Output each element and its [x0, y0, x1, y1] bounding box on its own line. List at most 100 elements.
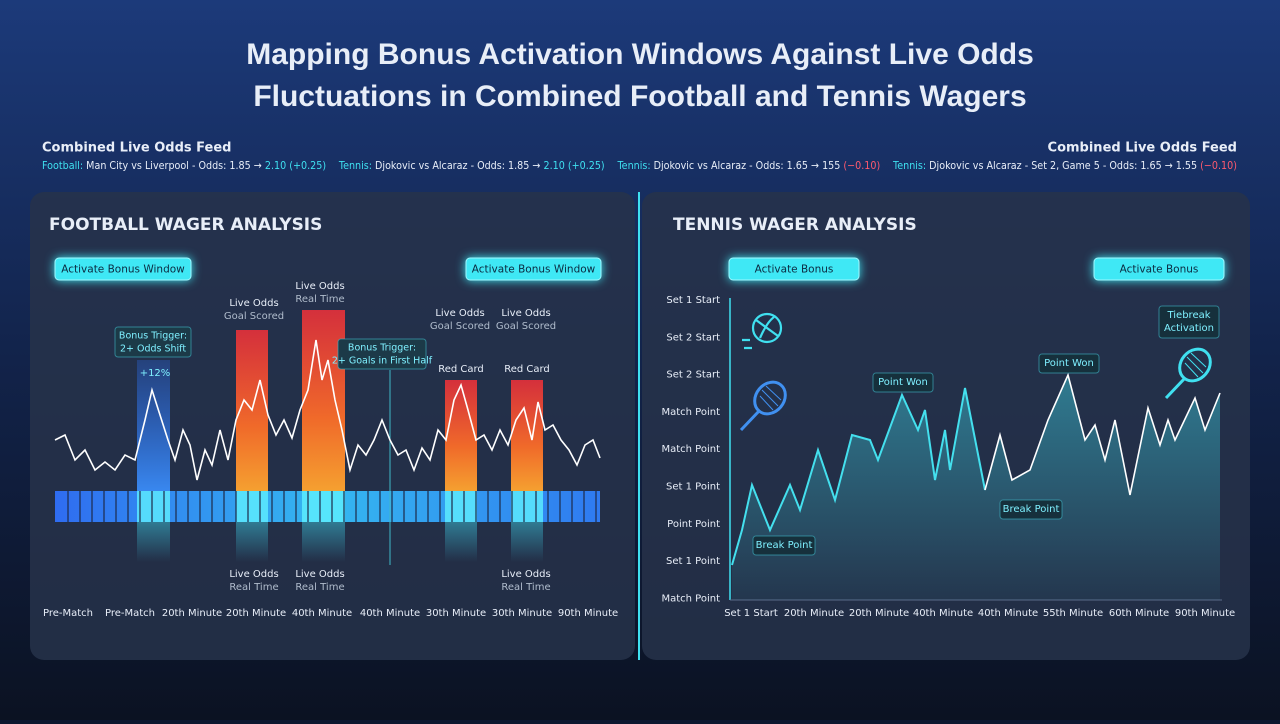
bonus-button-label: Activate Bonus	[1120, 264, 1199, 276]
y-label: Set 2 Start	[666, 332, 720, 343]
y-label: Set 1 Start	[666, 295, 720, 306]
y-label: Match Point	[661, 593, 720, 604]
annotation: Live Odds	[229, 298, 278, 309]
annotation: Red Card	[504, 364, 550, 375]
ticker-text: Djokovic vs Alcaraz - Set 2, Game 5 - Od…	[926, 160, 1200, 172]
annotation: Point Won	[878, 377, 928, 388]
ticker-sport: Tennis:	[892, 160, 926, 172]
panel-title: TENNIS WAGER ANALYSIS	[673, 215, 917, 235]
bonus-button[interactable]	[465, 257, 602, 281]
x-label: 40th Minute	[913, 608, 973, 619]
annotation: 2+ Odds Shift	[120, 344, 186, 355]
band-highlights	[137, 491, 543, 522]
tennis-line	[984, 372, 1221, 496]
bonus-button-label: Activate Bonus	[755, 264, 834, 276]
annotation: Red Card	[438, 364, 484, 375]
x-label: 60th Minute	[1109, 608, 1169, 619]
panel-title: FOOTBALL WAGER ANALYSIS	[49, 215, 322, 235]
annotation: Tiebreak	[1166, 310, 1210, 321]
annotation: Bonus Trigger:	[119, 331, 187, 342]
event-column	[445, 380, 477, 491]
bonus-column	[137, 360, 170, 491]
annotation-box	[752, 535, 816, 556]
ticker-change: 2.10 (+0.25)	[543, 160, 604, 172]
event-column	[511, 380, 543, 491]
ticker-text: Djokovic vs Alcaraz - Odds: 1.65 → 155	[651, 160, 844, 172]
tennis-ball-icon	[742, 312, 783, 350]
annotation-box	[114, 326, 192, 358]
event-column	[302, 310, 345, 491]
ticker-sport: Tennis:	[617, 160, 651, 172]
annotation: 2+ Goals in First Half	[332, 356, 433, 367]
annotation: Break Point	[756, 540, 813, 551]
x-label: 30th Minute	[426, 608, 486, 619]
tennis-line	[731, 387, 986, 566]
annotation: Real Time	[501, 582, 550, 593]
odds-ticker: Football: Man City vs Liverpool - Odds: …	[42, 160, 1237, 172]
ticker-sport: Football:	[42, 160, 83, 172]
racket-icon	[739, 380, 787, 432]
feed-heading: Combined Live Odds Feed	[1048, 141, 1237, 156]
y-label: Set 2 Start	[666, 370, 720, 381]
x-label: 40th Minute	[292, 608, 352, 619]
y-label: Set 1 Point	[666, 556, 720, 567]
annotation: Bonus Trigger:	[348, 343, 416, 354]
annotation-box	[999, 499, 1063, 520]
x-label: 20th Minute	[849, 608, 909, 619]
annotation-box	[1038, 353, 1100, 374]
annotation: Live Odds	[501, 569, 550, 580]
x-label: Pre-Match	[105, 608, 155, 619]
ticker-change: (−0.10)	[843, 160, 880, 172]
bonus-button-label: Activate Bonus Window	[61, 264, 185, 276]
y-label: Set 1 Point	[666, 482, 720, 493]
page-title: Fluctuations in Combined Football and Te…	[253, 80, 1026, 113]
annotation: Live Odds	[501, 308, 550, 319]
annotation: Activation	[1164, 323, 1214, 334]
x-label: 55th Minute	[1043, 608, 1103, 619]
tennis-area	[732, 375, 1220, 600]
bonus-button[interactable]	[1093, 257, 1225, 281]
page-title: Mapping Bonus Activation Windows Against…	[246, 38, 1034, 71]
bonus-button-label: Activate Bonus Window	[472, 264, 596, 276]
annotation: Live Odds	[295, 281, 344, 292]
annotation: Real Time	[295, 582, 344, 593]
bonus-button[interactable]	[728, 257, 860, 281]
ticker-change: (−0.10)	[1200, 160, 1237, 172]
annotation: Goal Scored	[224, 311, 284, 322]
annotation-box	[872, 372, 934, 393]
football-odds-line	[54, 339, 601, 481]
x-label: 90th Minute	[558, 608, 618, 619]
annotation: +12%	[140, 368, 171, 379]
annotation: Real Time	[229, 582, 278, 593]
x-label: 30th Minute	[492, 608, 552, 619]
x-label: 20th Minute	[162, 608, 222, 619]
annotation: Live Odds	[229, 569, 278, 580]
annotation: Goal Scored	[430, 321, 490, 332]
annotation: Break Point	[1003, 504, 1060, 515]
x-label: Pre-Match	[43, 608, 93, 619]
ticker-sport: Tennis:	[338, 160, 372, 172]
bonus-button[interactable]	[54, 257, 192, 281]
x-label: 90th Minute	[1175, 608, 1235, 619]
x-label: 20th Minute	[226, 608, 286, 619]
feed-heading: Combined Live Odds Feed	[42, 141, 231, 156]
x-label: 40th Minute	[360, 608, 420, 619]
x-label: 20th Minute	[784, 608, 844, 619]
ticker-text: Man City vs Liverpool - Odds: 1.85 →	[83, 160, 265, 172]
ticker-change: 2.10 (+0.25)	[265, 160, 326, 172]
reflections	[137, 522, 543, 562]
band-ticks	[67, 491, 597, 522]
y-label: Point Point	[667, 519, 720, 530]
annotation: Point Won	[1044, 358, 1094, 369]
x-label: Set 1 Start	[724, 608, 778, 619]
annotation-box	[1158, 305, 1220, 339]
annotation: Goal Scored	[496, 321, 556, 332]
annotation: Real Time	[295, 294, 344, 305]
racket-icon	[1164, 347, 1212, 400]
y-label: Match Point	[661, 407, 720, 418]
ticker-text: Djokovic vs Alcaraz - Odds: 1.85 →	[372, 160, 543, 172]
x-label: 40th Minute	[978, 608, 1038, 619]
annotation: Live Odds	[435, 308, 484, 319]
annotation: Live Odds	[295, 569, 344, 580]
